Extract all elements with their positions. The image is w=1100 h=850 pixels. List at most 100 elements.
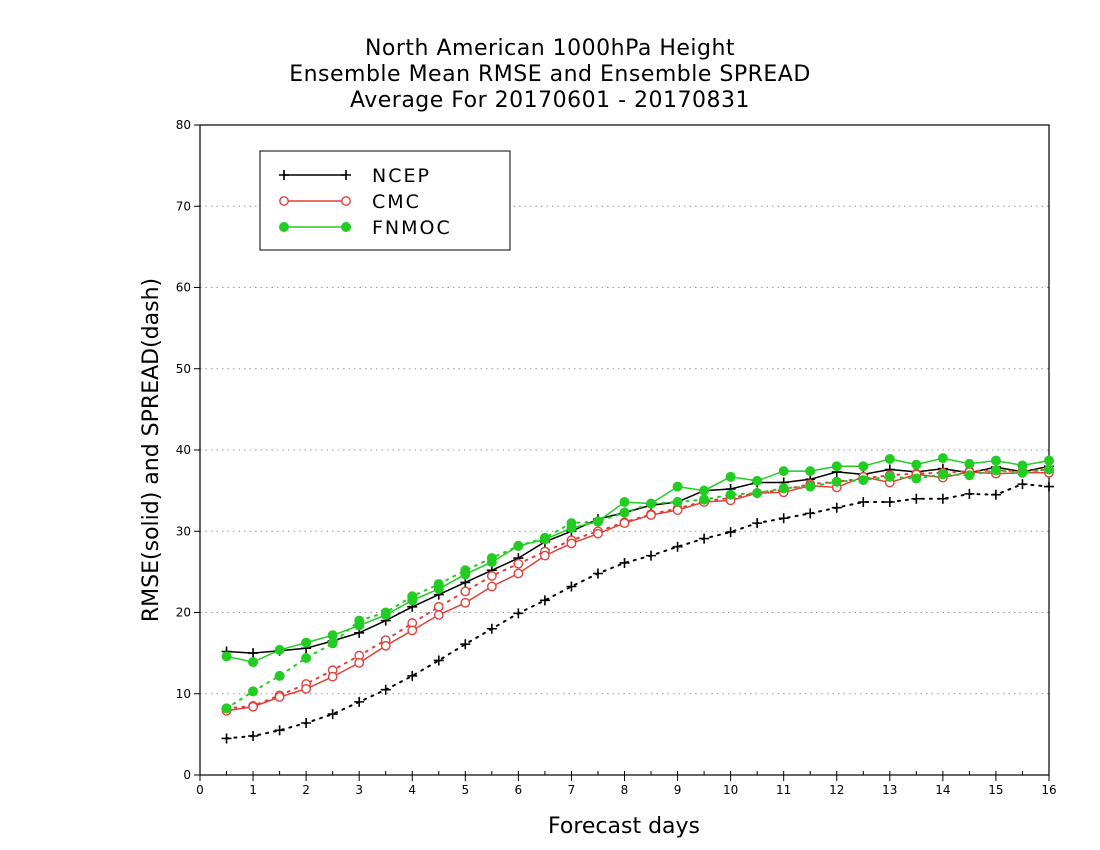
- fnmoc-spread-point: [725, 489, 736, 500]
- fnmoc-spread-point: [831, 476, 842, 487]
- fnmoc-rmse-point: [221, 651, 232, 662]
- fnmoc-rmse-point: [407, 595, 418, 606]
- x-tick-label: 14: [935, 783, 950, 797]
- ncep-spread-point: [433, 655, 444, 666]
- y-tick-label: 50: [176, 362, 191, 376]
- x-tick-label: 1: [249, 783, 257, 797]
- cmc-rmse-point: [327, 671, 338, 682]
- ncep-spread-point: [1017, 479, 1028, 490]
- x-tick-label: 10: [723, 783, 738, 797]
- ncep-spread-point: [460, 639, 471, 650]
- cmc-rmse-point: [566, 538, 577, 549]
- x-tick-label: 11: [776, 783, 791, 797]
- chart-title-line-1: North American 1000hPa Height: [364, 36, 736, 61]
- ncep-spread-point: [725, 527, 736, 538]
- fnmoc-spread-point: [858, 475, 869, 486]
- fnmoc-rmse-point: [380, 609, 391, 620]
- legend-marker-fnmoc: [279, 222, 289, 232]
- cmc-rmse-point: [672, 505, 683, 516]
- cmc-spread-point: [433, 601, 444, 612]
- x-tick-label: 9: [674, 783, 682, 797]
- fnmoc-rmse-point: [274, 644, 285, 655]
- legend-marker-ncep: [279, 170, 289, 180]
- cmc-rmse-point: [593, 528, 603, 539]
- fnmoc-rmse-line: [226, 457, 1050, 663]
- ncep-spread-point: [380, 684, 391, 695]
- fnmoc-rmse-point: [672, 481, 683, 492]
- series-group: [221, 453, 1054, 744]
- fnmoc-spread-point: [672, 497, 683, 507]
- fnmoc-rmse-point: [248, 657, 259, 668]
- ncep-spread-point: [566, 581, 577, 592]
- fnmoc-rmse-point: [937, 453, 948, 464]
- y-tick-label: 30: [176, 524, 191, 538]
- legend-label-fnmoc: FNMOC: [372, 217, 452, 239]
- x-tick-label: 15: [988, 783, 1003, 797]
- cmc-rmse-point: [646, 510, 656, 520]
- fnmoc-rmse-point: [646, 498, 657, 509]
- x-tick-label: 2: [302, 783, 310, 797]
- fnmoc-spread-point: [964, 470, 975, 481]
- ncep-spread-point: [407, 670, 418, 681]
- ncep-spread-point: [699, 533, 710, 544]
- ncep-spread-point: [354, 696, 365, 707]
- ncep-spread-point: [858, 497, 869, 507]
- fnmoc-spread-point: [937, 469, 948, 480]
- fnmoc-spread-line: [225, 468, 1050, 710]
- cmc-rmse-point: [380, 640, 391, 651]
- fnmoc-spread-point: [911, 473, 922, 484]
- fnmoc-rmse-point: [964, 458, 975, 469]
- cmc-spread-point: [460, 586, 471, 597]
- cmc-rmse-point: [513, 568, 524, 579]
- ncep-spread-point: [592, 568, 603, 579]
- fnmoc-rmse-point: [1044, 455, 1054, 466]
- y-tick-label: 70: [176, 199, 191, 213]
- ncep-spread-point: [301, 718, 312, 728]
- ncep-spread-point: [805, 508, 816, 519]
- fnmoc-rmse-point: [354, 620, 365, 631]
- x-tick-label: 8: [621, 783, 629, 797]
- fnmoc-rmse-point: [858, 461, 869, 472]
- fnmoc-spread-point: [221, 703, 232, 714]
- fnmoc-rmse-point: [433, 583, 444, 594]
- cmc-rmse-point: [248, 701, 258, 712]
- cmc-rmse-point: [433, 610, 444, 620]
- x-axis: 0 1 2 3 4 5 6 7 8 9 10 11 12 13 14 15 16: [196, 771, 1057, 797]
- x-axis-title: Forecast days: [548, 814, 700, 839]
- legend-label-cmc: CMC: [372, 191, 421, 213]
- series-fnmoc: [221, 453, 1054, 714]
- fnmoc-rmse-point: [566, 523, 577, 533]
- x-tick-label: 16: [1041, 783, 1056, 797]
- fnmoc-rmse-point: [460, 569, 471, 580]
- fnmoc-rmse-point: [805, 466, 816, 477]
- ncep-spread-point: [539, 595, 550, 606]
- x-tick-label: 4: [408, 783, 416, 797]
- cmc-rmse-point: [301, 683, 312, 694]
- x-tick-label: 3: [355, 783, 363, 797]
- y-tick-label: 10: [176, 687, 191, 701]
- ncep-spread-point: [486, 623, 497, 634]
- fnmoc-spread-point: [884, 471, 895, 482]
- fnmoc-rmse-point: [327, 630, 338, 641]
- cmc-rmse-point: [540, 550, 550, 561]
- fnmoc-rmse-point: [725, 471, 736, 482]
- legend-marker-fnmoc: [341, 222, 351, 232]
- legend-marker-ncep: [341, 170, 351, 180]
- ncep-spread-point: [221, 733, 232, 744]
- fnmoc-spread-point: [778, 483, 789, 494]
- fnmoc-spread-point: [990, 465, 1001, 476]
- chart-title-line-2: Ensemble Mean RMSE and Ensemble SPREAD: [289, 62, 811, 87]
- fnmoc-rmse-point: [592, 516, 603, 527]
- legend-item-fnmoc: FNMOC: [279, 217, 452, 239]
- ncep-spread-point: [274, 725, 285, 736]
- legend-label-ncep: NCEP: [372, 165, 431, 187]
- legend-marker-cmc: [279, 196, 289, 206]
- fnmoc-rmse-point: [486, 557, 497, 568]
- x-tick-label: 13: [882, 783, 897, 797]
- cmc-rmse-line: [226, 471, 1049, 712]
- grid-lines: [200, 205, 1049, 695]
- ncep-spread-point: [619, 557, 630, 568]
- fnmoc-rmse-point: [990, 455, 1001, 466]
- x-tick-label: 5: [461, 783, 469, 797]
- ncep-spread-point: [248, 731, 259, 741]
